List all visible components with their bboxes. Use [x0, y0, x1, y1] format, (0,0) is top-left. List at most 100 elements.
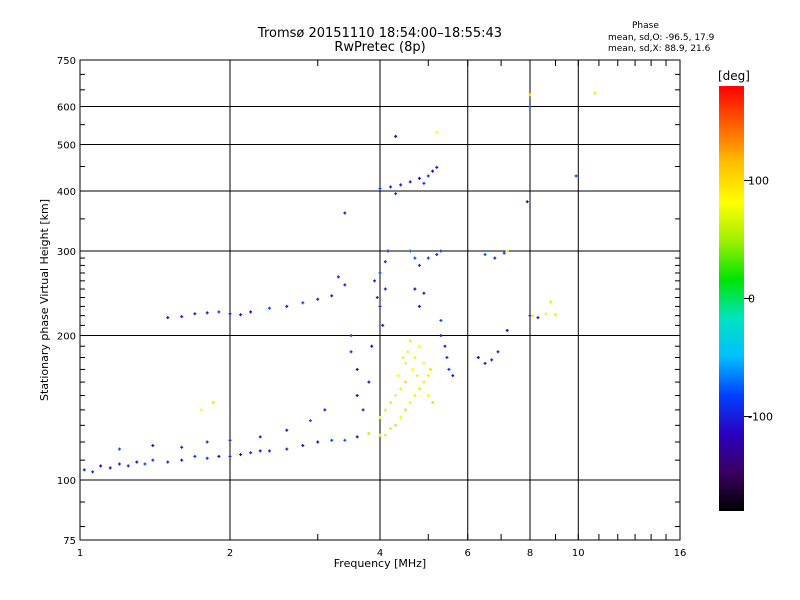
- colorbar-tick-label: -100: [748, 411, 773, 424]
- data-point: [417, 263, 421, 267]
- colorbar-ticks: 100 0 -100: [744, 174, 773, 424]
- data-point: [378, 415, 382, 419]
- data-point: [386, 249, 390, 253]
- y-tick-label: 750: [57, 56, 76, 67]
- data-point: [151, 458, 155, 462]
- data-point: [249, 310, 253, 314]
- data-point: [211, 401, 215, 405]
- data-point: [536, 316, 540, 320]
- data-point: [403, 408, 407, 412]
- data-point: [408, 401, 412, 405]
- data-point: [199, 408, 203, 412]
- chart-subtitle: RwPretec (8p): [334, 40, 426, 55]
- x-tick-label: 2: [227, 548, 233, 559]
- data-point: [343, 283, 347, 287]
- data-point: [301, 301, 305, 305]
- data-point: [367, 380, 371, 384]
- data-point: [217, 454, 221, 458]
- data-point: [361, 408, 365, 412]
- y-tick-label: 100: [57, 476, 76, 487]
- data-point: [505, 249, 509, 253]
- data-point: [258, 435, 262, 439]
- data-point: [493, 256, 497, 260]
- data-point: [549, 300, 553, 304]
- data-point: [285, 428, 289, 432]
- data-point: [439, 249, 443, 253]
- data-point: [417, 344, 421, 348]
- y-tick-label: 200: [57, 332, 76, 343]
- data-point: [285, 447, 289, 451]
- data-point: [439, 334, 443, 338]
- data-point: [435, 130, 439, 134]
- data-point: [373, 279, 377, 283]
- data-point: [180, 315, 184, 319]
- data-point: [394, 394, 398, 398]
- data-point: [422, 380, 426, 384]
- data-point: [316, 297, 320, 301]
- data-point: [117, 462, 121, 466]
- data-point: [193, 312, 197, 316]
- data-point: [431, 169, 435, 173]
- data-point: [574, 174, 578, 178]
- data-point: [166, 316, 170, 320]
- data-point: [205, 456, 209, 460]
- data-point: [389, 401, 393, 405]
- data-point: [370, 344, 374, 348]
- data-point: [422, 181, 426, 185]
- data-point: [413, 394, 417, 398]
- data-point: [308, 419, 312, 423]
- y-tick-label: 300: [57, 247, 76, 258]
- data-point: [413, 355, 417, 359]
- y-tick-label: 400: [57, 187, 76, 198]
- data-point: [439, 318, 443, 322]
- data-point: [525, 200, 529, 204]
- data-point: [399, 183, 403, 187]
- data-point: [553, 313, 557, 317]
- y-tick-label: 600: [57, 103, 76, 114]
- data-point: [401, 355, 405, 359]
- data-point: [258, 449, 262, 453]
- x-tick-label: 6: [465, 548, 471, 559]
- data-point: [349, 334, 353, 338]
- data-point: [239, 453, 243, 457]
- y-axis-label: Stationary phase Virtual Height [km]: [38, 199, 51, 401]
- data-point: [383, 260, 387, 264]
- data-point: [267, 449, 271, 453]
- x-axis-label: Frequency [MHz]: [334, 557, 426, 570]
- data-point: [394, 192, 398, 196]
- data-point: [383, 408, 387, 412]
- data-point: [316, 440, 320, 444]
- data-point: [267, 306, 271, 310]
- x-tick-label: 1: [77, 548, 83, 559]
- data-point: [528, 105, 532, 109]
- data-point: [403, 361, 407, 365]
- x-axis: 1 2 4 6 8 10 16: [77, 60, 687, 559]
- data-point: [483, 361, 487, 365]
- data-point: [544, 312, 548, 316]
- data-point: [428, 367, 432, 371]
- data-point: [502, 251, 506, 255]
- phase-stats-x-mode: mean, sd,X: 88.9, 21.6: [608, 44, 711, 54]
- data-point: [408, 180, 412, 184]
- data-point: [367, 432, 371, 436]
- data-point: [355, 435, 359, 439]
- data-point: [228, 312, 232, 316]
- data-point: [383, 433, 387, 437]
- data-point: [394, 423, 398, 427]
- data-point: [217, 310, 221, 314]
- phase-stats-o-mode: mean, sd,O: -96.5, 17.9: [608, 33, 715, 43]
- data-point: [378, 271, 382, 275]
- data-point: [249, 451, 253, 455]
- data-point: [399, 387, 403, 391]
- data-point: [239, 313, 243, 317]
- data-point: [166, 460, 170, 464]
- data-point: [355, 367, 359, 371]
- data-point: [408, 339, 412, 343]
- x-tick-label: 8: [527, 548, 533, 559]
- data-point: [389, 185, 393, 189]
- colorbar-tick-label: 100: [748, 174, 769, 187]
- x-tick-label: 16: [674, 548, 687, 559]
- y-axis: 75 100 200 300 400 500 600 750: [57, 56, 680, 547]
- data-point: [180, 458, 184, 462]
- data-point: [476, 355, 480, 359]
